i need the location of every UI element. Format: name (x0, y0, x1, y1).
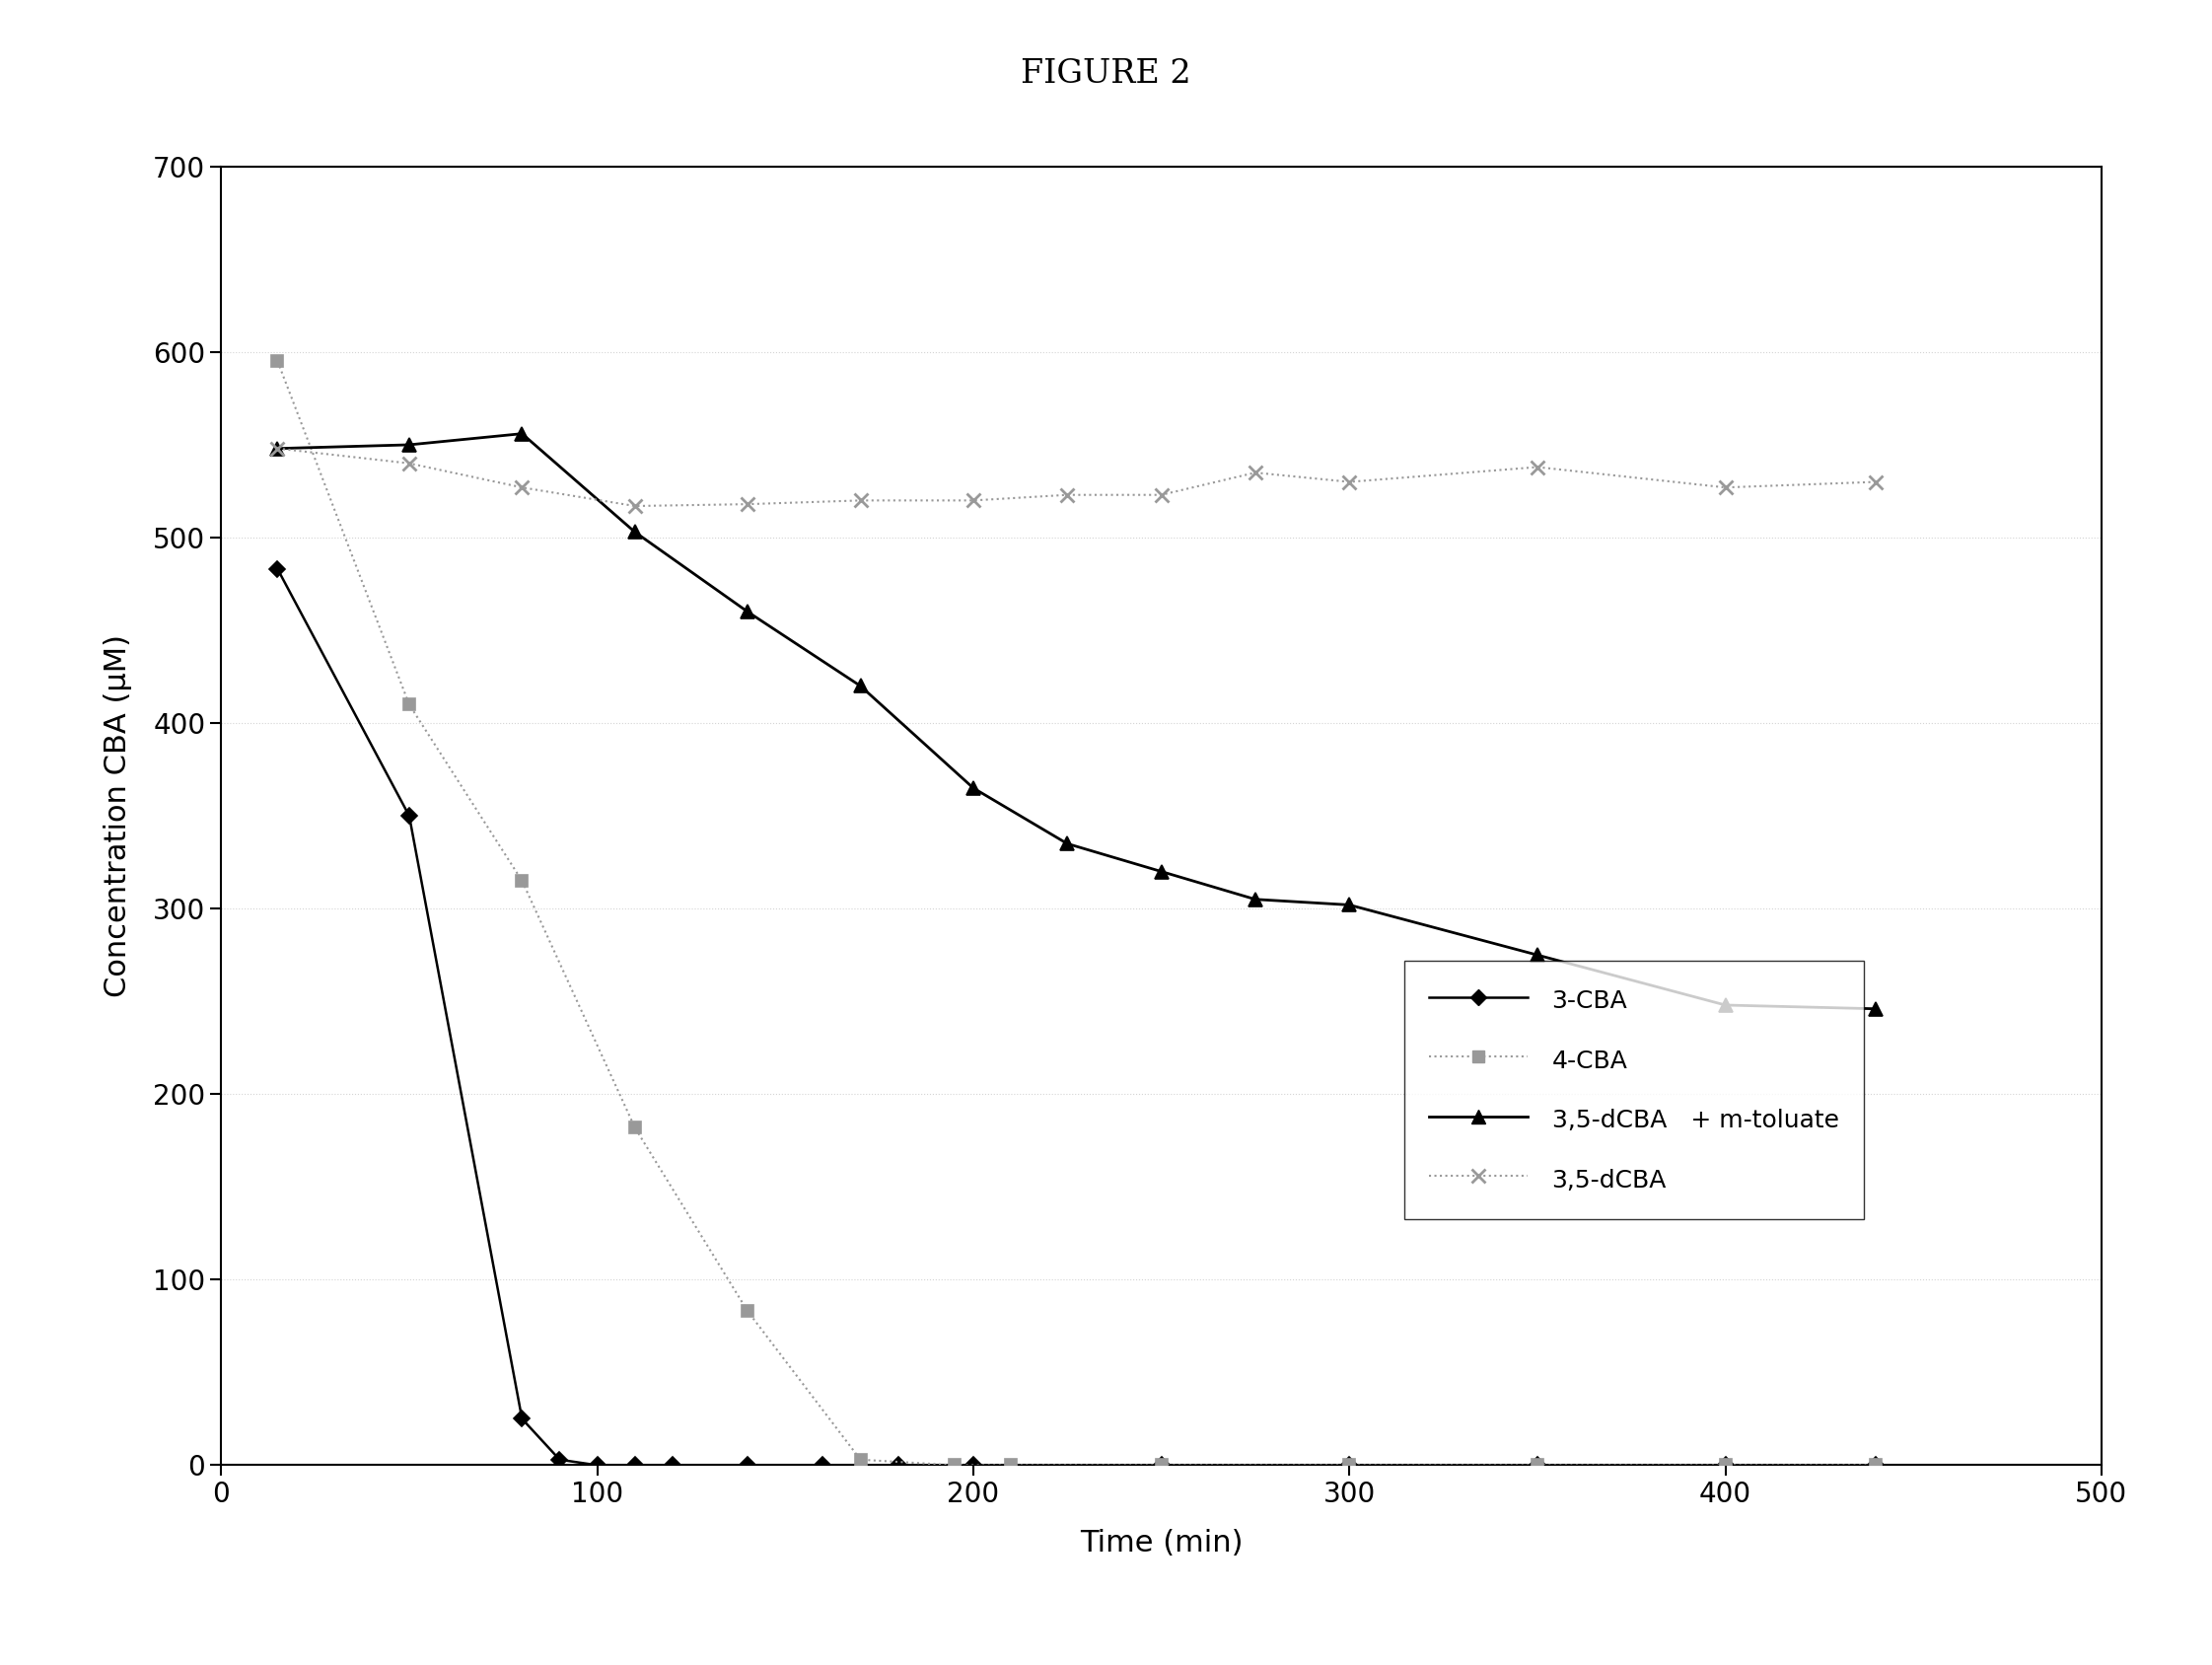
Legend: 3-CBA, 4-CBA, 3,5-dCBA   + m-toluate, 3,5-dCBA: 3-CBA, 4-CBA, 3,5-dCBA + m-toluate, 3,5-… (1405, 961, 1863, 1219)
X-axis label: Time (min): Time (min) (1079, 1528, 1243, 1558)
Y-axis label: Concentration CBA (μM): Concentration CBA (μM) (104, 634, 133, 997)
Text: FIGURE 2: FIGURE 2 (1022, 58, 1190, 90)
